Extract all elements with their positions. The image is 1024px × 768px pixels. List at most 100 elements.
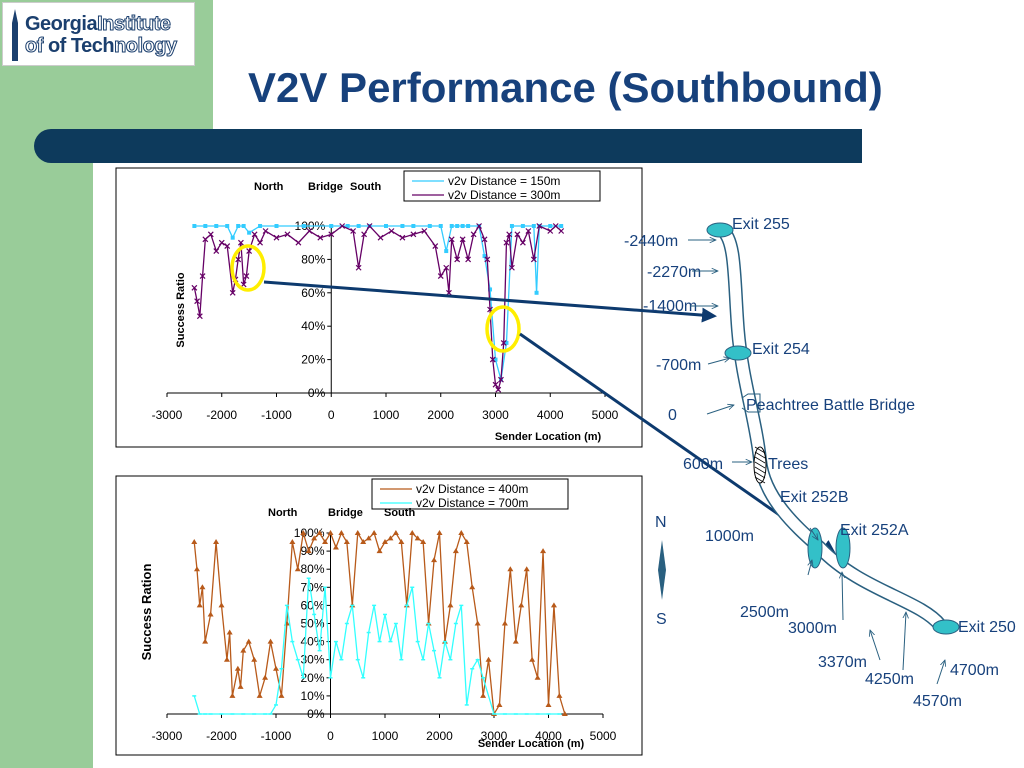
position-label: 3000m xyxy=(788,620,837,637)
trees-hatch xyxy=(754,471,766,479)
series-line xyxy=(193,224,562,392)
data-point xyxy=(488,287,493,292)
x-tick-label: -3000 xyxy=(152,408,183,422)
data-point xyxy=(213,539,220,545)
chart2: -3000 -2000 -1000 0 1000 2000 3000 4000 5000 0% 10… xyxy=(139,478,617,750)
trees-hatch xyxy=(754,456,766,464)
data-point xyxy=(547,228,554,234)
data-point xyxy=(536,223,543,229)
y-tick-label: 10% xyxy=(300,689,324,703)
data-point xyxy=(237,239,244,246)
highway-map: Exit 255 Exit 254 Exit 252B Exit 252A Exit 2… xyxy=(624,216,1016,710)
position-label: 0 xyxy=(668,407,677,424)
data-point xyxy=(207,231,214,238)
data-point xyxy=(540,548,547,554)
data-point xyxy=(247,230,252,235)
position-label: -700m xyxy=(656,357,701,374)
data-point xyxy=(480,692,487,698)
x-tick-label: 2000 xyxy=(427,408,454,422)
data-point xyxy=(463,539,470,545)
data-point xyxy=(431,557,438,563)
x-tick-label: -1000 xyxy=(261,729,292,743)
data-point xyxy=(328,231,335,238)
data-point xyxy=(512,638,519,644)
pointer-arrow xyxy=(936,660,945,685)
data-point xyxy=(436,530,443,535)
exit-marker xyxy=(724,345,752,361)
data-point xyxy=(245,638,252,644)
data-point xyxy=(387,535,394,541)
data-point xyxy=(534,290,539,295)
data-point xyxy=(530,256,537,263)
data-point xyxy=(447,602,454,608)
data-point xyxy=(338,530,345,535)
data-point xyxy=(246,248,253,254)
exit-marker xyxy=(932,619,960,635)
data-point xyxy=(496,701,503,707)
data-point xyxy=(400,224,405,228)
data-point xyxy=(410,231,417,238)
data-point xyxy=(274,224,279,228)
data-point xyxy=(361,231,368,238)
data-point xyxy=(492,381,499,388)
data-point xyxy=(427,224,432,228)
bridge-icon xyxy=(741,393,761,413)
y-tick-label: 20% xyxy=(300,671,324,685)
pointer-arrow xyxy=(707,358,730,365)
data-point xyxy=(199,584,206,590)
data-point xyxy=(317,234,324,241)
data-point xyxy=(218,239,225,246)
data-point xyxy=(484,256,491,263)
data-point xyxy=(444,249,449,254)
annotation-bridge: Bridge xyxy=(308,181,343,193)
data-point xyxy=(365,535,372,541)
data-point xyxy=(377,234,384,241)
data-point xyxy=(199,273,206,280)
x-tick-label: -2000 xyxy=(206,408,237,422)
data-point xyxy=(350,228,357,234)
exit-label: Exit 252A xyxy=(840,522,909,539)
x-tick-label: 5000 xyxy=(590,729,617,743)
data-point xyxy=(360,539,367,545)
y-tick-label: 40% xyxy=(301,319,325,333)
data-point xyxy=(507,566,514,572)
position-label: 3370m xyxy=(818,654,867,671)
data-point xyxy=(218,602,225,608)
x-tick-label: -3000 xyxy=(152,729,183,743)
compass-south: S xyxy=(656,611,667,628)
data-point xyxy=(489,356,496,363)
data-point xyxy=(306,228,313,234)
data-point xyxy=(500,339,507,346)
x-tick-label: 0 xyxy=(327,729,334,743)
x-tick-label: 4000 xyxy=(537,408,564,422)
trees-hatch xyxy=(754,476,766,484)
data-point xyxy=(234,665,241,671)
data-point xyxy=(534,674,541,680)
exit-marker xyxy=(706,222,734,238)
data-point xyxy=(366,223,373,229)
highlight-circle-north xyxy=(230,244,266,292)
data-point xyxy=(548,224,553,228)
data-point xyxy=(343,539,350,545)
data-point xyxy=(509,264,515,271)
data-point xyxy=(495,386,502,393)
data-point xyxy=(482,254,487,259)
data-point xyxy=(518,602,525,608)
data-point xyxy=(371,530,378,535)
data-point xyxy=(523,566,530,572)
data-point xyxy=(224,243,231,249)
position-label: 4700m xyxy=(950,662,999,679)
legend-box xyxy=(403,170,601,202)
x-tick-label: 0 xyxy=(328,408,335,422)
y-tick-label: 80% xyxy=(301,252,325,266)
data-point xyxy=(470,231,477,238)
data-point xyxy=(230,235,235,240)
annotation-south: South xyxy=(350,181,381,193)
legend-box xyxy=(371,478,569,510)
compass-north: N xyxy=(655,514,667,531)
data-point xyxy=(503,239,510,246)
data-point xyxy=(438,224,443,228)
y-tick-label: 80% xyxy=(300,562,324,576)
data-point xyxy=(469,584,476,590)
data-point xyxy=(356,224,361,228)
